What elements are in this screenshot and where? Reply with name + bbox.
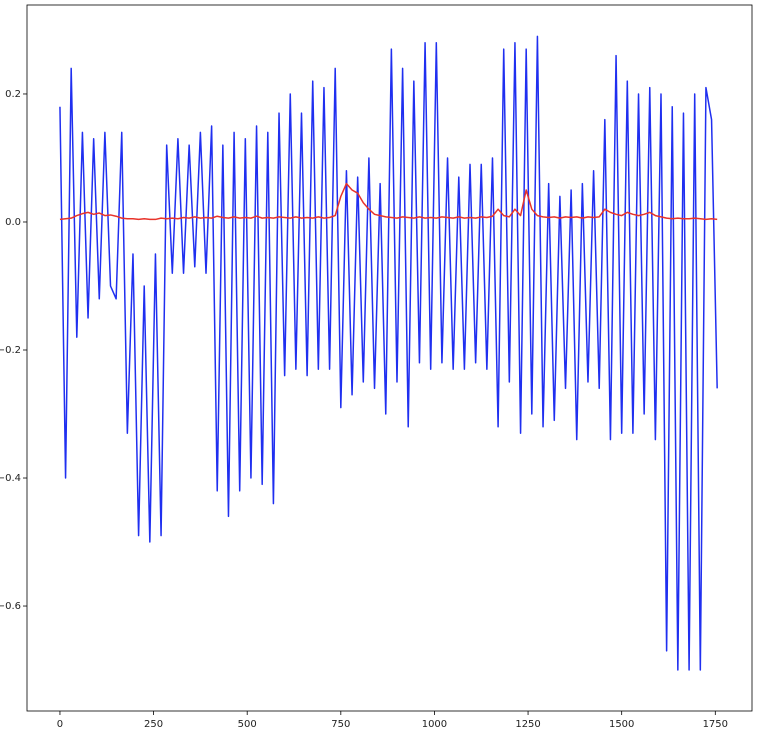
y-tick-label: 0.2 bbox=[5, 89, 21, 100]
x-tick-label: 1750 bbox=[703, 719, 728, 730]
x-tick-label: 750 bbox=[331, 719, 350, 730]
x-tick-label: 1250 bbox=[515, 719, 540, 730]
x-tick-label: 1000 bbox=[422, 719, 447, 730]
x-tick-label: 0 bbox=[57, 719, 63, 730]
y-tick-label: −0.2 bbox=[0, 345, 21, 356]
plot-frame bbox=[26, 4, 753, 712]
y-tick-label: 0.0 bbox=[5, 217, 21, 228]
y-tick-label: −0.4 bbox=[0, 473, 21, 484]
x-tick-label: 250 bbox=[144, 719, 163, 730]
line-series bbox=[59, 182, 718, 221]
x-tick-label: 1500 bbox=[609, 719, 634, 730]
y-tick-label: −0.6 bbox=[0, 601, 21, 612]
line-series bbox=[59, 35, 718, 671]
x-tick-label: 500 bbox=[238, 719, 257, 730]
